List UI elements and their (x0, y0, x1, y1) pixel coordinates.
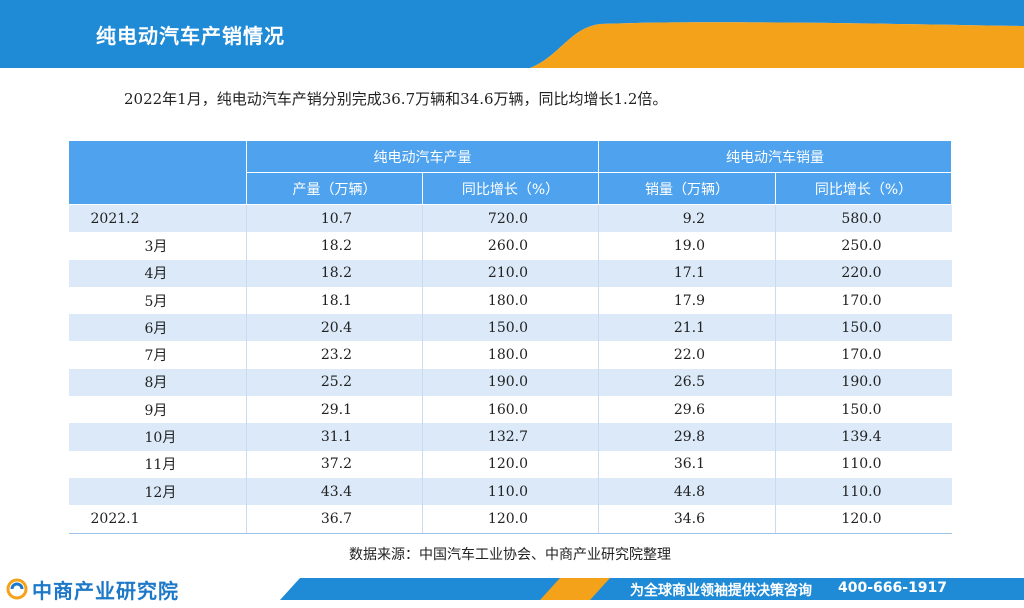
table-row: 7月 23.2 180.0 22.0 170.0 (68, 341, 952, 369)
production-growth-cell: 720.0 (422, 204, 599, 233)
sales-volume-cell: 29.6 (598, 396, 776, 424)
column-header-sales-volume: 销量（万辆） (598, 172, 776, 205)
data-table: 纯电动汽车产量 纯电动汽车销量 产量（万辆） 同比增长（%） 销量（万辆） 同比… (68, 140, 952, 534)
row-period-cell: 2022.1 (68, 505, 247, 534)
table-body: 2021.2 10.7 720.0 9.2 580.0 3月 18.2 260.0 19.0 25… (68, 204, 952, 534)
production-volume-cell: 36.7 (246, 505, 423, 534)
production-volume-cell: 10.7 (246, 204, 423, 233)
footer-phone: 400-666-1917 (838, 580, 948, 596)
sales-volume-cell: 29.8 (598, 423, 776, 451)
production-volume-cell: 43.4 (246, 477, 423, 506)
header-banner: 纯电动汽车产销情况 (0, 0, 1024, 68)
sales-volume-cell: 26.5 (598, 368, 776, 397)
table-row: 2022.1 36.7 120.0 34.6 120.0 (68, 505, 952, 534)
row-period-cell: 5月 (68, 286, 247, 315)
table-row: 6月 20.4 150.0 21.1 150.0 (68, 314, 952, 342)
row-period-cell: 7月 (68, 341, 247, 369)
sales-growth-cell: 580.0 (775, 204, 952, 233)
row-period-cell: 9月 (68, 396, 247, 424)
production-growth-cell: 120.0 (422, 505, 599, 534)
table-row: 10月 31.1 132.7 29.8 139.4 (68, 423, 952, 451)
sales-growth-cell: 250.0 (775, 232, 952, 260)
sales-volume-cell: 44.8 (598, 477, 776, 506)
production-growth-cell: 210.0 (422, 259, 599, 287)
sales-volume-cell: 17.9 (598, 286, 776, 315)
production-volume-cell: 31.1 (246, 423, 423, 451)
sales-volume-cell: 21.1 (598, 314, 776, 342)
production-volume-cell: 18.2 (246, 232, 423, 260)
sales-volume-cell: 17.1 (598, 259, 776, 287)
table-corner-cell (68, 140, 247, 205)
source-note: 数据来源：中国汽车工业协会、中商产业研究院整理 (349, 547, 671, 563)
summary-text: 2022年1月，纯电动汽车产销分别完成36.7万辆和34.6万辆，同比均增长1.… (124, 90, 668, 108)
sales-volume-cell: 36.1 (598, 450, 776, 478)
production-growth-cell: 180.0 (422, 341, 599, 369)
sales-volume-cell: 34.6 (598, 505, 776, 534)
production-volume-cell: 29.1 (246, 396, 423, 424)
table-row: 4月 18.2 210.0 17.1 220.0 (68, 259, 952, 287)
footer-background (280, 578, 1024, 600)
sales-growth-cell: 150.0 (775, 314, 952, 342)
production-growth-cell: 120.0 (422, 450, 599, 478)
column-header-production-growth: 同比增长（%） (422, 172, 599, 205)
sales-growth-cell: 170.0 (775, 286, 952, 315)
row-period-cell: 11月 (68, 450, 247, 478)
production-growth-cell: 150.0 (422, 314, 599, 342)
table-row: 5月 18.1 180.0 17.9 170.0 (68, 286, 952, 315)
sales-volume-cell: 19.0 (598, 232, 776, 260)
group-header-sales: 纯电动汽车销量 (598, 140, 952, 173)
footer-bar (0, 578, 1024, 600)
sales-growth-cell: 120.0 (775, 505, 952, 534)
table-row: 12月 43.4 110.0 44.8 110.0 (68, 477, 952, 506)
sales-volume-cell: 9.2 (598, 204, 776, 233)
production-growth-cell: 110.0 (422, 477, 599, 506)
group-header-production: 纯电动汽车产量 (246, 140, 599, 173)
table-row: 11月 37.2 120.0 36.1 110.0 (68, 450, 952, 478)
column-header-production-volume: 产量（万辆） (246, 172, 423, 205)
company-logo-text: 中商产业研究院 (32, 578, 179, 603)
production-volume-cell: 18.2 (246, 259, 423, 287)
table-row: 8月 25.2 190.0 26.5 190.0 (68, 368, 952, 397)
production-growth-cell: 160.0 (422, 396, 599, 424)
sales-growth-cell: 170.0 (775, 341, 952, 369)
footer-logo: 中商产业研究院 (6, 576, 179, 603)
table-row: 3月 18.2 260.0 19.0 250.0 (68, 232, 952, 260)
sales-growth-cell: 220.0 (775, 259, 952, 287)
column-header-sales-growth: 同比增长（%） (775, 172, 952, 205)
row-period-cell: 4月 (68, 259, 247, 287)
production-growth-cell: 260.0 (422, 232, 599, 260)
table-row: 2021.2 10.7 720.0 9.2 580.0 (68, 204, 952, 233)
footer-slogan: 为全球商业领袖提供决策咨询 (630, 583, 812, 599)
row-period-cell: 12月 (68, 477, 247, 506)
production-volume-cell: 25.2 (246, 368, 423, 397)
row-period-cell: 3月 (68, 232, 247, 260)
row-period-cell: 10月 (68, 423, 247, 451)
sales-growth-cell: 190.0 (775, 368, 952, 397)
sales-growth-cell: 150.0 (775, 396, 952, 424)
sales-growth-cell: 110.0 (775, 477, 952, 506)
row-period-cell: 2021.2 (68, 204, 247, 233)
header-background (0, 0, 1024, 68)
production-volume-cell: 20.4 (246, 314, 423, 342)
production-growth-cell: 180.0 (422, 286, 599, 315)
production-growth-cell: 132.7 (422, 423, 599, 451)
production-volume-cell: 23.2 (246, 341, 423, 369)
sales-growth-cell: 110.0 (775, 450, 952, 478)
row-period-cell: 6月 (68, 314, 247, 342)
sales-volume-cell: 22.0 (598, 341, 776, 369)
production-growth-cell: 190.0 (422, 368, 599, 397)
company-logo-icon (6, 578, 28, 600)
table-row: 9月 29.1 160.0 29.6 150.0 (68, 396, 952, 424)
production-volume-cell: 18.1 (246, 286, 423, 315)
production-volume-cell: 37.2 (246, 450, 423, 478)
page-title: 纯电动汽车产销情况 (96, 24, 285, 48)
sales-growth-cell: 139.4 (775, 423, 952, 451)
row-period-cell: 8月 (68, 368, 247, 397)
